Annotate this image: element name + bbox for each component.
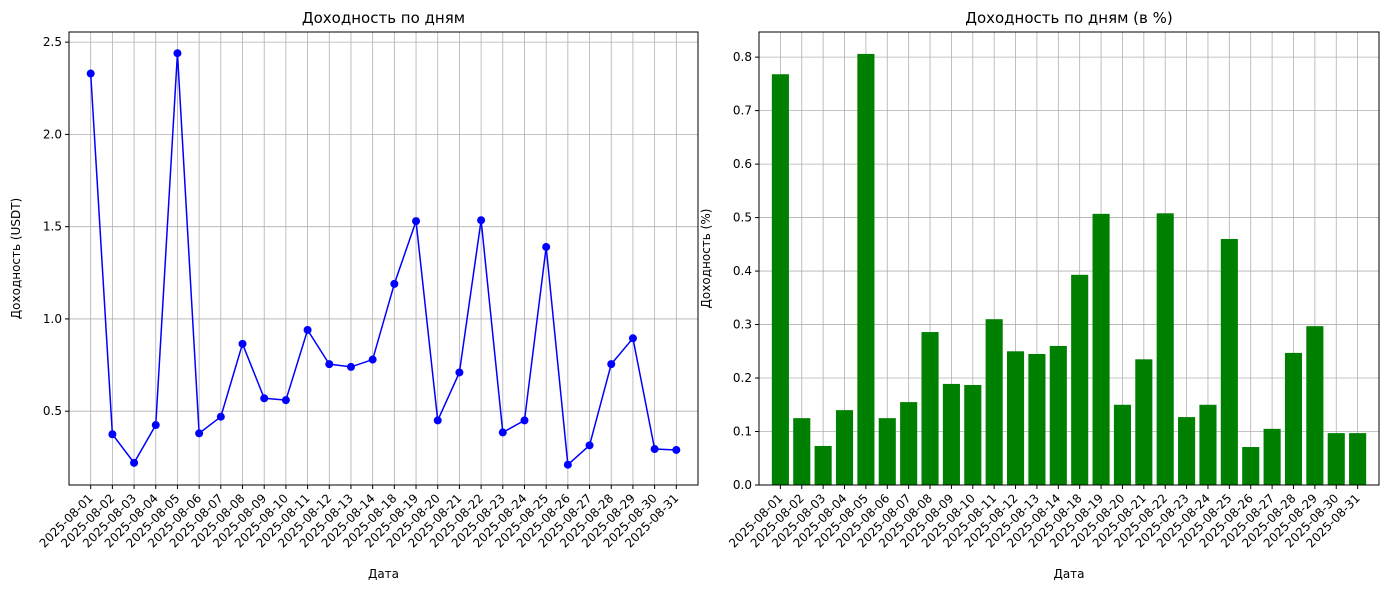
point	[260, 394, 269, 403]
y-tick-label: 0.0	[733, 478, 752, 492]
bar	[771, 74, 789, 486]
bar	[1263, 428, 1281, 485]
y-tick-label: 2.0	[43, 127, 62, 141]
bar	[1092, 213, 1110, 485]
y-axis-label: Доходность (%)	[699, 209, 713, 309]
point	[151, 421, 160, 430]
x-axis-label: Дата	[368, 567, 399, 581]
y-axis-label: Доходность (USDT)	[9, 198, 23, 319]
point	[238, 339, 247, 348]
point	[390, 279, 399, 288]
bar	[1327, 433, 1345, 485]
bar	[1071, 274, 1089, 485]
point	[412, 217, 421, 226]
bar	[1049, 345, 1067, 485]
bar	[1349, 433, 1367, 485]
point	[498, 428, 507, 437]
y-tick-label: 0.1	[733, 425, 752, 439]
bar	[1178, 417, 1196, 485]
plot-frame	[758, 31, 1380, 486]
bar	[964, 384, 982, 485]
point	[130, 458, 139, 467]
point	[108, 430, 117, 439]
y-tick-label: 1.5	[43, 220, 62, 234]
y-tick-label: 0.3	[733, 318, 752, 332]
point	[672, 445, 681, 454]
point	[520, 416, 529, 425]
y-tick-label: 0.5	[43, 404, 62, 418]
bar	[1156, 213, 1174, 486]
bar	[1113, 404, 1131, 485]
bar	[900, 402, 918, 485]
bar	[814, 445, 832, 485]
bar	[1284, 352, 1303, 485]
chart: Доходность по дням Дата Доходность (USDT) 0…	[9, 9, 699, 581]
chart-title: Доходность по дням (в %)	[965, 9, 1173, 27]
bar	[942, 383, 960, 485]
chart: Доходность по дням (в %) Дата Доходность (…	[699, 9, 1380, 581]
plot-frame	[68, 31, 699, 486]
bar	[1007, 351, 1025, 485]
point	[325, 360, 334, 369]
y-tick-label: 1.0	[43, 312, 62, 326]
point	[585, 441, 594, 450]
point	[86, 69, 95, 78]
point	[346, 362, 355, 371]
y-tick-label: 0.6	[733, 157, 752, 171]
point	[542, 242, 551, 251]
point	[195, 429, 204, 438]
y-tick-label: 2.5	[43, 35, 62, 49]
bar	[878, 418, 896, 485]
point	[477, 216, 486, 225]
bar	[1220, 238, 1238, 485]
bar	[1135, 359, 1153, 485]
y-tick-label: 0.2	[733, 371, 752, 385]
bar	[1028, 353, 1046, 485]
bar	[1199, 404, 1217, 485]
point	[368, 355, 377, 364]
y-tick-label: 0.7	[733, 104, 752, 118]
bar	[857, 53, 875, 486]
point	[455, 368, 464, 377]
point	[303, 326, 312, 335]
line	[89, 53, 677, 467]
y-tick-label: 0.5	[733, 211, 752, 225]
point	[173, 49, 182, 58]
bar	[985, 319, 1003, 485]
point	[628, 334, 637, 343]
bar	[793, 418, 811, 485]
bar	[1306, 326, 1324, 485]
y-tick-label: 0.4	[733, 264, 752, 278]
bar	[835, 410, 854, 485]
x-axis-label: Дата	[1053, 567, 1084, 581]
point	[433, 416, 442, 425]
bar	[1242, 447, 1260, 485]
point	[216, 412, 225, 421]
chart-title: Доходность по дням	[302, 9, 465, 27]
point	[563, 460, 572, 469]
point	[281, 396, 290, 405]
y-tick-label: 0.8	[733, 50, 752, 64]
bar	[921, 332, 939, 485]
point	[650, 445, 659, 454]
point	[607, 360, 616, 369]
